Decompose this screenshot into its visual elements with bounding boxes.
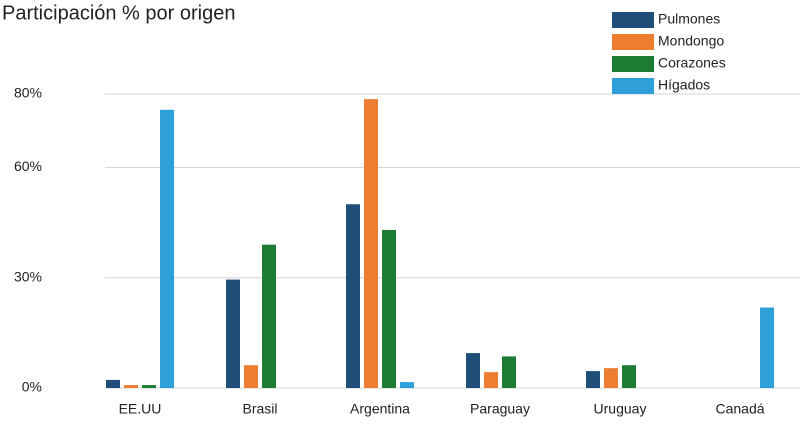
legend-label: Mondongo bbox=[658, 33, 724, 49]
x-tick-label: EE.UU bbox=[119, 401, 162, 417]
bar bbox=[142, 385, 156, 388]
x-tick-label: Paraguay bbox=[470, 401, 530, 417]
bar bbox=[160, 109, 174, 389]
bar bbox=[484, 372, 498, 388]
bar bbox=[382, 229, 396, 388]
bar bbox=[346, 204, 360, 388]
bar bbox=[604, 368, 618, 388]
bar bbox=[364, 99, 378, 389]
legend-swatch bbox=[612, 12, 654, 28]
legend-swatch bbox=[612, 56, 654, 72]
legend-label: Pulmones bbox=[658, 11, 720, 27]
y-tick-label: 60% bbox=[14, 158, 42, 174]
bar bbox=[244, 365, 258, 388]
y-tick-label: 80% bbox=[14, 85, 42, 101]
bar bbox=[622, 365, 636, 388]
bar bbox=[226, 279, 240, 388]
x-tick-label: Canadá bbox=[715, 401, 764, 417]
y-tick-label: 0% bbox=[22, 379, 42, 395]
x-tick-label: Argentina bbox=[350, 401, 410, 417]
bar bbox=[106, 379, 120, 388]
bar bbox=[586, 371, 600, 388]
y-tick-label: 30% bbox=[14, 268, 42, 284]
bar bbox=[400, 382, 414, 388]
bar bbox=[262, 244, 276, 388]
bar bbox=[760, 307, 774, 388]
legend-swatch bbox=[612, 78, 654, 94]
bar bbox=[502, 356, 516, 388]
x-tick-label: Brasil bbox=[242, 401, 277, 417]
x-tick-label: Uruguay bbox=[594, 401, 647, 417]
chart-title: Participación % por origen bbox=[2, 2, 235, 24]
bar bbox=[124, 385, 138, 388]
bar bbox=[466, 353, 480, 388]
legend-swatch bbox=[612, 34, 654, 50]
legend-label: Hígados bbox=[658, 77, 710, 93]
legend-label: Corazones bbox=[658, 55, 726, 71]
